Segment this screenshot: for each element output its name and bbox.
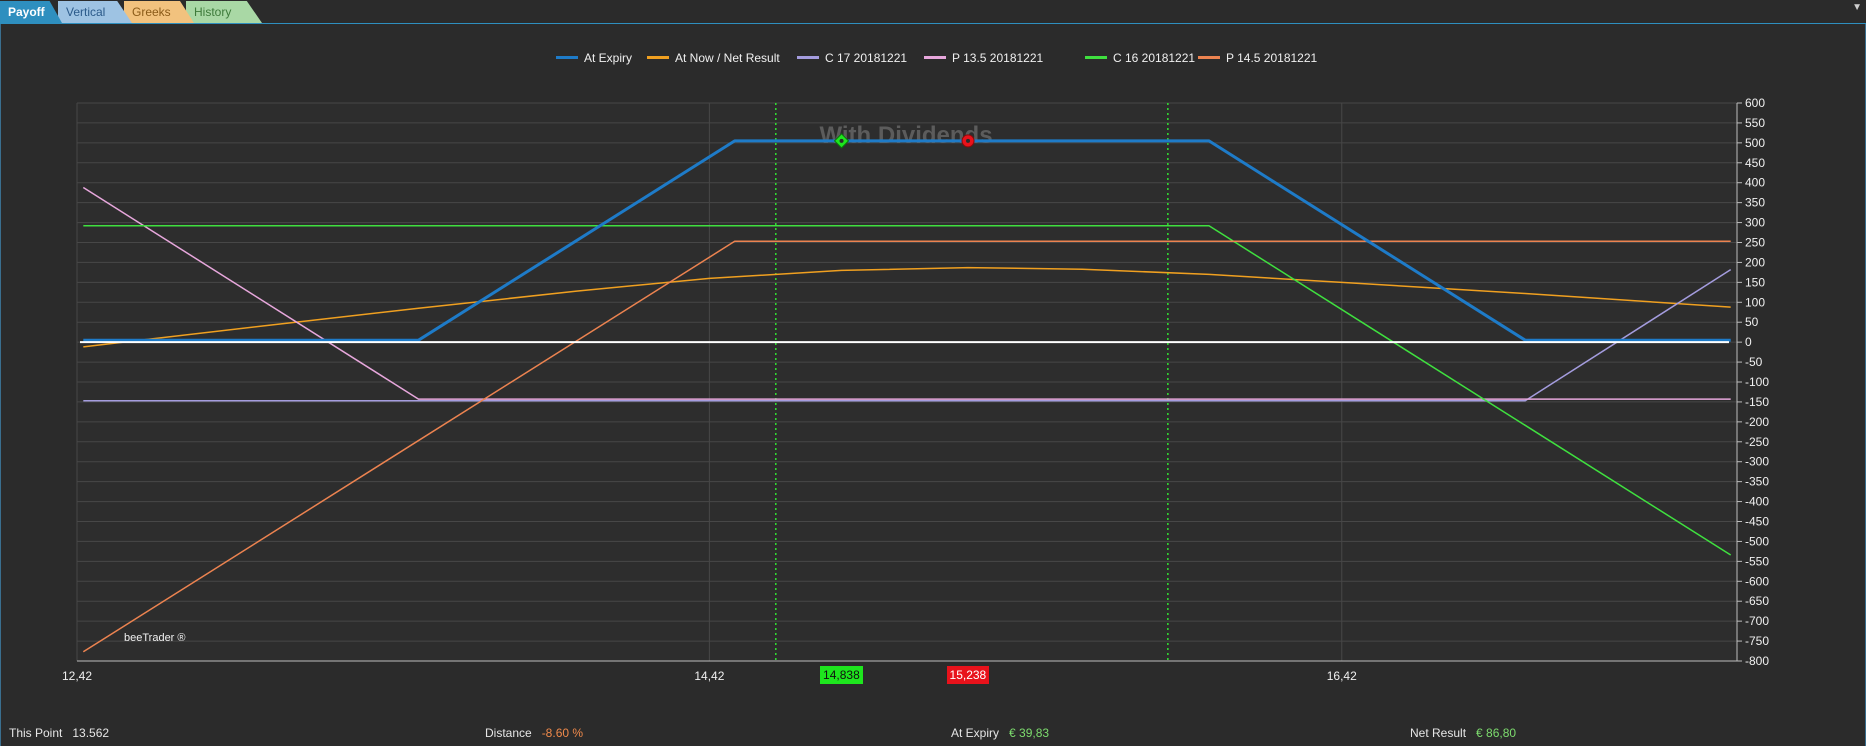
x-tick-label: 16,42 — [1327, 669, 1357, 683]
y-tick-label: -300 — [1745, 455, 1769, 469]
breakeven-marker-green-center — [839, 138, 844, 143]
y-tick-label: 0 — [1745, 335, 1752, 349]
x-tick-label: 12,42 — [62, 669, 92, 683]
this-point-value: 13.562 — [72, 726, 110, 740]
legend-label: P 14.5 20181221 — [1226, 51, 1318, 65]
this-point-label: This Point — [9, 726, 63, 740]
tab-vertical[interactable]: Vertical — [58, 1, 132, 23]
y-tick-label: -400 — [1745, 495, 1769, 509]
series-line-p-13-5-20181221 — [82, 186, 1731, 400]
legend-swatch — [1198, 56, 1220, 60]
series-line-c-17-20181221 — [83, 268, 1732, 402]
status-net-result: Net Result € 86,80 — [1410, 724, 1516, 742]
series-line-p-14-5-20181221 — [82, 240, 1731, 653]
at-expiry-value: € 39,83 — [1009, 726, 1050, 740]
y-tick-label: -750 — [1745, 634, 1769, 648]
y-tick-label: 500 — [1745, 136, 1765, 150]
y-tick-label: -500 — [1745, 534, 1769, 548]
y-tick-label: -100 — [1745, 375, 1769, 389]
legend-label: At Now / Net Result — [675, 51, 780, 65]
tab-bar-underline — [0, 23, 1866, 24]
series-line-at-now-net-result — [83, 266, 1731, 348]
y-tick-label: -200 — [1745, 415, 1769, 429]
x-tick-label: 14,42 — [694, 669, 724, 683]
legend-label: P 13.5 20181221 — [952, 51, 1044, 65]
legend-label: C 17 20181221 — [825, 51, 908, 65]
chart-legend: At Expiry At Now / Net Result C 17 2018122… — [0, 50, 1866, 66]
chevron-down-icon[interactable]: ▼ — [1852, 2, 1862, 13]
tab-greeks[interactable]: Greeks — [124, 1, 194, 23]
legend-label: At Expiry — [584, 51, 633, 65]
distance-value: -8.60 % — [541, 726, 584, 740]
net-result-label: Net Result — [1410, 726, 1467, 740]
y-tick-label: 550 — [1745, 116, 1765, 130]
legend-swatch — [647, 56, 669, 60]
y-tick-label: -600 — [1745, 574, 1769, 588]
y-tick-label: -250 — [1745, 435, 1769, 449]
y-tick-label: 50 — [1745, 315, 1759, 329]
y-tick-label: -800 — [1745, 654, 1769, 668]
y-tick-label: 150 — [1745, 275, 1765, 289]
status-distance: Distance -8.60 % — [485, 724, 583, 742]
tab-bar: History Greeks Vertical Payoff ▼ — [0, 0, 1866, 24]
y-tick-label: -450 — [1745, 515, 1769, 529]
legend-item[interactable]: C 16 20181221 — [1085, 50, 1195, 66]
tab-history[interactable]: History — [186, 1, 262, 23]
legend-item[interactable]: P 13.5 20181221 — [924, 50, 1043, 66]
y-tick-label: 250 — [1745, 236, 1765, 250]
legend-item[interactable]: C 17 20181221 — [797, 50, 907, 66]
status-this-point: This Point 13.562 — [9, 724, 109, 742]
y-tick-label: -150 — [1745, 395, 1769, 409]
tab-payoff[interactable]: Payoff — [0, 1, 62, 23]
frame-border-left — [0, 24, 1, 746]
y-tick-label: 100 — [1745, 295, 1765, 309]
y-tick-label: 300 — [1745, 216, 1765, 230]
at-expiry-label: At Expiry — [951, 726, 1000, 740]
breakeven-marker-label-red: 15,238 — [946, 666, 990, 684]
breakeven-marker-label-green: 14,838 — [820, 666, 863, 684]
breakeven-marker-red-center — [966, 138, 971, 143]
distance-label: Distance — [485, 726, 532, 740]
legend-swatch — [924, 56, 946, 60]
y-tick-label: -550 — [1745, 554, 1769, 568]
y-tick-label: -700 — [1745, 614, 1769, 628]
y-tick-label: 200 — [1745, 255, 1765, 269]
legend-label: C 16 20181221 — [1113, 51, 1196, 65]
y-tick-label: 600 — [1745, 96, 1765, 110]
y-tick-label: -650 — [1745, 594, 1769, 608]
status-at-expiry: At Expiry € 39,83 — [951, 724, 1049, 742]
net-result-value: € 86,80 — [1476, 726, 1517, 740]
brand-label: beeTrader ® — [124, 632, 186, 644]
legend-item[interactable]: At Expiry — [556, 50, 632, 66]
y-tick-label: -350 — [1745, 475, 1769, 489]
y-tick-label: 400 — [1745, 176, 1765, 190]
legend-swatch — [556, 56, 578, 60]
legend-item[interactable]: At Now / Net Result — [647, 50, 780, 66]
y-tick-label: 350 — [1745, 196, 1765, 210]
legend-item[interactable]: P 14.5 20181221 — [1198, 50, 1317, 66]
status-bar: This Point 13.562 Distance -8.60 % At Expi… — [0, 724, 1866, 742]
y-tick-label: 450 — [1745, 156, 1765, 170]
y-tick-label: -50 — [1745, 355, 1763, 369]
legend-swatch — [1085, 56, 1107, 60]
series-line-c-16-20181221 — [83, 225, 1732, 556]
legend-swatch — [797, 56, 819, 60]
